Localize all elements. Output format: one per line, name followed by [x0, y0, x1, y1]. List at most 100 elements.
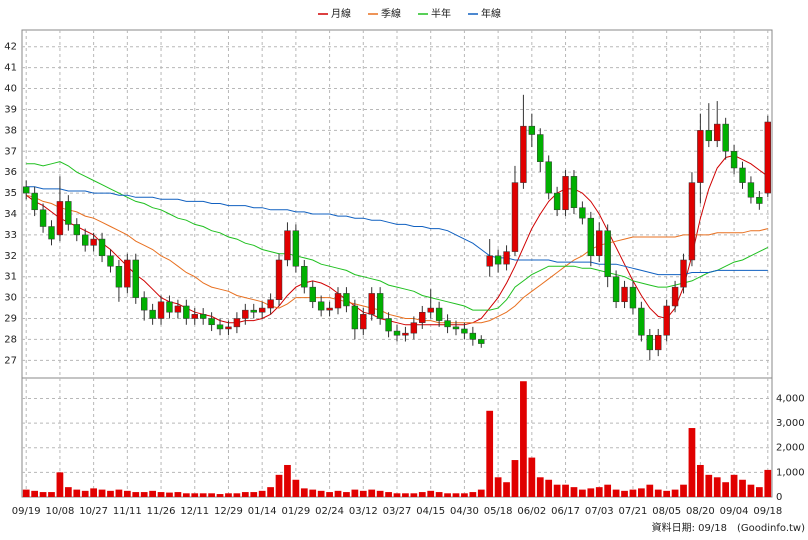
ma-line — [26, 161, 769, 311]
volume-bar — [461, 493, 468, 497]
x-tick-label: 10/27 — [79, 506, 108, 517]
candle-body — [216, 324, 224, 330]
volume-bar — [528, 457, 536, 497]
volume-bar — [359, 490, 367, 497]
candle-body — [545, 161, 552, 194]
volume-bar — [31, 490, 39, 497]
x-tick-label: 02/24 — [315, 506, 344, 517]
x-tick-label: 06/02 — [517, 506, 546, 517]
candle-body — [124, 259, 131, 288]
ma-line — [25, 154, 769, 326]
plot-frame — [21, 29, 773, 498]
x-tick-label: 07/03 — [585, 506, 614, 517]
volume-bar — [562, 484, 569, 497]
candle-body — [334, 293, 342, 309]
volume-bar — [216, 494, 224, 497]
y2-tick-label: 0 — [776, 492, 782, 503]
volume-bar — [553, 484, 561, 497]
candle-body — [292, 230, 300, 267]
candle-body — [368, 293, 375, 315]
candle-body — [469, 332, 477, 340]
volume-bar — [494, 477, 502, 497]
candle-body — [39, 209, 47, 227]
y-tick-label: 28 — [4, 334, 17, 345]
y-tick-label: 35 — [4, 188, 17, 199]
candle-body — [520, 125, 527, 183]
volume-bar — [427, 490, 435, 497]
candle-body — [579, 207, 586, 219]
volume-bar — [351, 489, 359, 497]
volume-bar — [250, 492, 258, 497]
volume-bar — [520, 381, 527, 497]
volume-bar — [486, 410, 494, 497]
candle-body — [56, 201, 64, 236]
y-tick-label: 37 — [4, 146, 17, 157]
candle-body — [301, 265, 308, 288]
volume-bar — [654, 489, 662, 497]
candle-body — [739, 167, 746, 183]
candle-body — [284, 230, 291, 261]
candle-body — [697, 130, 704, 183]
volume-bar — [174, 492, 182, 497]
candle-body — [48, 226, 55, 240]
x-tick-label: 01/29 — [281, 506, 310, 517]
volume-bar — [410, 493, 418, 497]
volume-bar — [368, 489, 376, 497]
candle-body — [140, 297, 148, 311]
volume-bar — [747, 484, 755, 497]
volume-bar — [587, 488, 595, 497]
x-tick-label: 12/29 — [214, 506, 243, 517]
x-tick-label: 11/26 — [147, 506, 176, 517]
candle-body — [98, 238, 106, 257]
volume-bar — [722, 482, 730, 497]
volume-bar — [452, 493, 460, 497]
candle-body — [638, 307, 645, 336]
volume-bar — [149, 490, 156, 497]
volume-bar — [208, 493, 215, 497]
candle-body — [570, 176, 578, 208]
candle-body — [612, 276, 620, 303]
legend-label: 半年 — [431, 7, 451, 20]
y-tick-label: 29 — [4, 314, 17, 325]
volume-bar — [663, 490, 671, 497]
x-tick-label: 12/11 — [180, 506, 209, 517]
y2-tick-label: 2,000 — [776, 443, 805, 454]
y-tick-label: 31 — [4, 272, 17, 283]
volume-bar — [309, 489, 317, 497]
candle-body — [410, 322, 418, 334]
volume-bar — [503, 482, 510, 497]
candle-body — [208, 318, 215, 326]
candle-body — [646, 334, 654, 351]
candle-body — [174, 305, 182, 313]
volume-bar — [132, 492, 140, 497]
candle-body — [73, 224, 80, 236]
volume-bar — [326, 492, 333, 497]
volume-bar — [680, 484, 687, 497]
ma-line — [26, 194, 768, 324]
y2-tick-label: 1,000 — [776, 467, 805, 478]
candle-body — [157, 301, 165, 319]
volume-bar — [284, 464, 291, 497]
volume-bar — [343, 492, 350, 497]
volume-bar — [199, 493, 207, 497]
candle-body — [705, 130, 712, 142]
candle-body — [149, 309, 156, 319]
volume-bar — [435, 492, 443, 497]
candle-body — [756, 197, 763, 204]
legend-label: 季線 — [381, 7, 401, 20]
volume-bar — [292, 479, 300, 497]
candle-body — [90, 238, 97, 246]
volume-bar — [545, 479, 553, 497]
candle-body — [402, 332, 409, 336]
candle-body — [166, 301, 173, 313]
volume-bar — [81, 490, 89, 497]
x-tick-label: 08/20 — [686, 506, 715, 517]
candle-body — [553, 192, 561, 211]
volume-bar — [612, 489, 620, 497]
candle-body — [764, 121, 771, 194]
volume-bar — [477, 489, 485, 497]
x-tick-label: 07/21 — [619, 506, 648, 517]
candle-body — [360, 314, 367, 330]
candle-body — [393, 330, 401, 336]
